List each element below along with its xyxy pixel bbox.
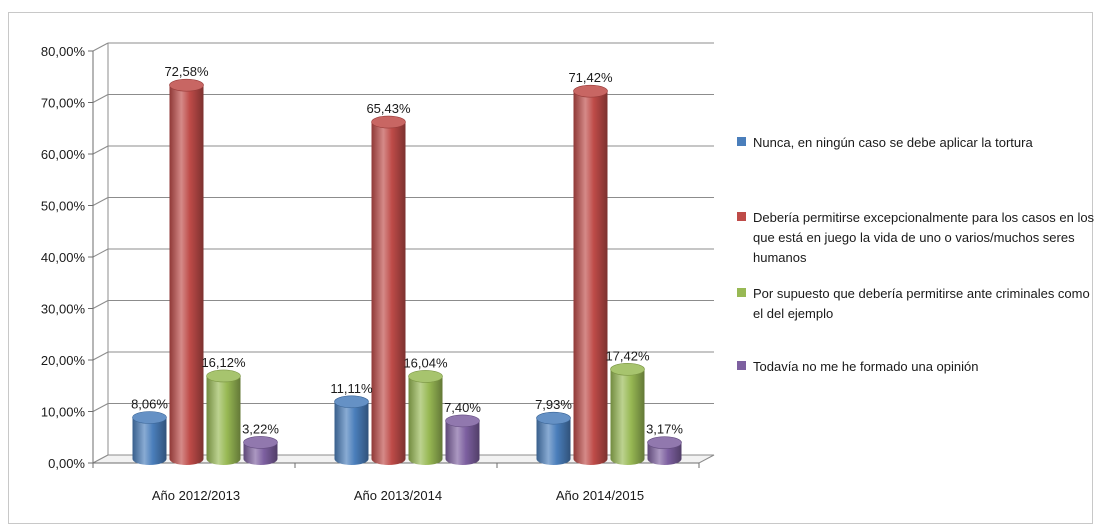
bar (445, 414, 480, 465)
bar-top (371, 115, 406, 129)
data-label: 16,04% (403, 355, 448, 370)
legend-swatch (737, 288, 746, 297)
x-tick-label: Año 2013/2014 (354, 488, 442, 503)
data-label: 65,43% (366, 101, 411, 116)
y-tick-label: 70,00% (41, 96, 86, 111)
y-tick-label: 40,00% (41, 250, 86, 265)
bar (573, 84, 608, 465)
y-tick-label: 10,00% (41, 405, 86, 420)
bar-top (536, 411, 571, 425)
gridline-depth (92, 300, 109, 309)
bar (206, 369, 241, 465)
legend-label: Debería permitirse excepcionalmente para… (753, 210, 1095, 265)
x-tick-label: Año 2014/2015 (556, 488, 644, 503)
bar-body (334, 401, 369, 465)
bar-top (206, 369, 241, 383)
x-tick-label: Año 2012/2013 (152, 488, 240, 503)
bar-body (536, 418, 571, 465)
legend-item: Todavía no me he formado una opinión (737, 357, 1097, 377)
gridline-depth (92, 197, 109, 206)
y-tick-label: 80,00% (41, 44, 86, 59)
bar (371, 115, 406, 466)
bar-body (445, 420, 480, 465)
gridline-depth (92, 94, 109, 103)
y-tick-label: 30,00% (41, 302, 86, 317)
bar-top (445, 414, 480, 428)
bar-body (169, 85, 204, 465)
bar (610, 362, 645, 465)
data-label: 3,17% (646, 422, 683, 437)
bar (169, 78, 204, 465)
bar-body (371, 122, 406, 466)
legend-swatch (737, 361, 746, 370)
legend-label: Por supuesto que debería permitirse ante… (753, 286, 1090, 321)
data-label: 7,93% (535, 397, 572, 412)
gridline-depth (92, 248, 109, 258)
bar (243, 436, 278, 465)
bar (132, 411, 167, 465)
bar-body (610, 369, 645, 465)
y-tick-label: 50,00% (41, 199, 86, 214)
bar (334, 395, 369, 465)
legend-item: Nunca, en ningún caso se debe aplicar la… (737, 133, 1097, 153)
bar-top (610, 362, 645, 376)
legend-swatch (737, 137, 746, 146)
data-label: 16,12% (201, 355, 246, 370)
bar-top (334, 395, 369, 409)
bar-top (132, 411, 167, 424)
gridline-depth (92, 42, 109, 52)
bar-top (408, 370, 443, 383)
bars (132, 78, 682, 466)
bar-top (573, 84, 608, 98)
y-tick-label: 0,00% (48, 456, 85, 471)
bar-top (243, 436, 278, 449)
legend-item: Por supuesto que debería permitirse ante… (737, 284, 1097, 324)
data-label: 7,40% (444, 400, 481, 415)
bar-top (647, 436, 682, 449)
bar-body (647, 442, 682, 465)
legend-label: Todavía no me he formado una opinión (753, 359, 979, 374)
bar-body (132, 417, 167, 465)
legend-item: Debería permitirse excepcionalmente para… (737, 208, 1097, 268)
bar (408, 370, 443, 465)
bar-body (243, 442, 278, 465)
bar-body (573, 91, 608, 465)
gridline-depth (92, 145, 109, 155)
data-label: 8,06% (131, 396, 168, 411)
data-labels: 8,06% 72,58% 16,12% 3,22% 11,11% 65,43% 16,04%… (131, 64, 683, 436)
bar-top (169, 78, 204, 92)
bar-body (408, 376, 443, 465)
bar (536, 411, 571, 465)
data-label: 72,58% (164, 64, 209, 79)
data-label: 3,22% (242, 421, 279, 436)
data-label: 11,11% (330, 381, 373, 396)
bar-body (206, 375, 241, 465)
y-tick-label: 20,00% (41, 353, 86, 368)
legend-swatch (737, 212, 746, 221)
gridline-depth (92, 351, 109, 361)
y-tick-label: 60,00% (41, 147, 86, 162)
data-label: 17,42% (605, 348, 650, 363)
legend-label: Nunca, en ningún caso se debe aplicar la… (753, 135, 1033, 150)
data-label: 71,42% (568, 70, 613, 85)
bar (647, 436, 682, 465)
gridline-depth (92, 403, 109, 412)
